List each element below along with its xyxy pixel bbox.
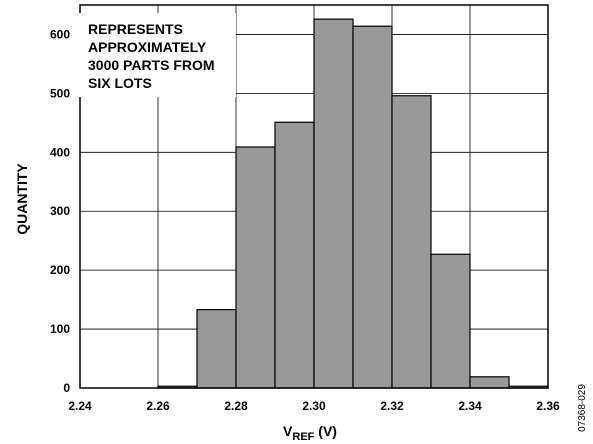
x-tick-label: 2.24 bbox=[68, 399, 92, 413]
annotation-line-4: SIX LOTS bbox=[88, 75, 152, 91]
y-axis-ticks: 0 100 200 300 400 500 600 bbox=[50, 27, 70, 395]
x-axis-ticks: 2.24 2.26 2.28 2.30 2.32 2.34 2.36 bbox=[68, 399, 560, 413]
histogram-bar bbox=[352, 25, 393, 389]
x-tick-label: 2.36 bbox=[536, 399, 560, 413]
annotation-line-2: APPROXIMATELY bbox=[88, 39, 207, 55]
y-tick-label: 400 bbox=[50, 145, 70, 159]
x-tick-label: 2.26 bbox=[146, 399, 170, 413]
plot-frame bbox=[79, 4, 549, 389]
x-axis-title-subscript: REF bbox=[292, 431, 314, 443]
x-tick-label: 2.34 bbox=[458, 399, 482, 413]
annotation-line-3: 3000 PARTS FROM bbox=[88, 57, 215, 73]
histogram-bar bbox=[430, 253, 471, 389]
y-tick-label: 500 bbox=[50, 86, 70, 100]
y-tick-label: 600 bbox=[50, 27, 70, 41]
y-tick-label: 0 bbox=[63, 381, 70, 395]
histogram-bar bbox=[274, 121, 315, 389]
histogram-bar bbox=[196, 309, 237, 389]
histogram-bar bbox=[469, 376, 510, 389]
x-axis-title-main: V bbox=[283, 423, 293, 439]
x-tick-label: 2.30 bbox=[302, 399, 326, 413]
histogram-bar bbox=[235, 146, 276, 389]
annotation-line-1: REPRESENTS bbox=[88, 21, 183, 37]
y-tick-label: 100 bbox=[50, 322, 70, 336]
y-tick-label: 300 bbox=[50, 204, 70, 218]
figure-code: 07368-029 bbox=[577, 384, 588, 432]
x-tick-label: 2.32 bbox=[380, 399, 404, 413]
annotation-box: REPRESENTS APPROXIMATELY 3000 PARTS FROM… bbox=[79, 13, 236, 97]
histogram-bar bbox=[391, 95, 432, 389]
histogram-bar bbox=[313, 18, 354, 389]
x-axis-title: VREF (V) bbox=[283, 423, 337, 443]
y-axis-title: QUANTITY bbox=[14, 163, 30, 235]
x-axis-title-unit: (V) bbox=[314, 423, 337, 439]
x-tick-label: 2.28 bbox=[224, 399, 248, 413]
y-tick-label: 200 bbox=[50, 263, 70, 277]
